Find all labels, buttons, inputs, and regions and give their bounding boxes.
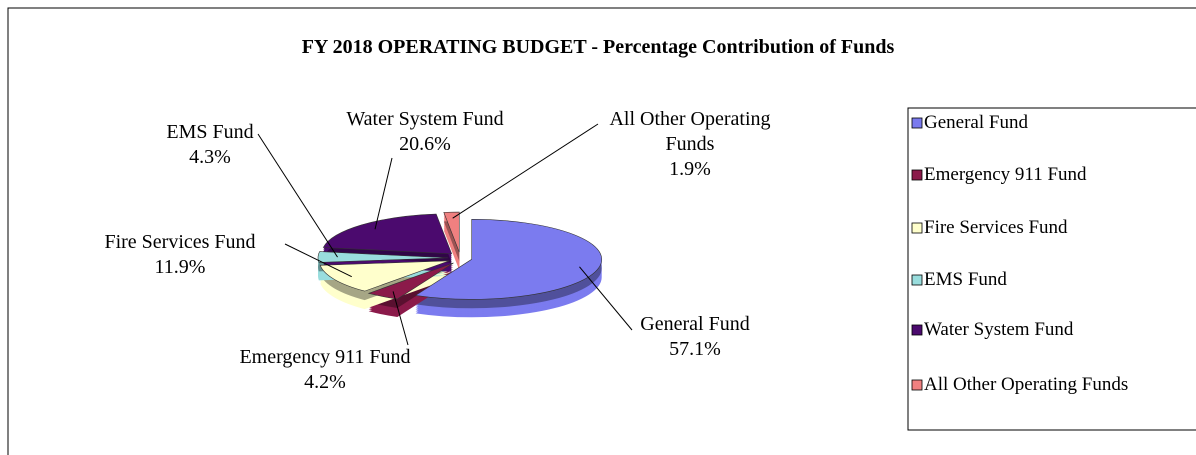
pie-slice (414, 219, 602, 300)
data-label: Fire Services Fund 11.9% (55, 230, 305, 280)
label-value: 4.3% (189, 146, 231, 168)
chart-title: FY 2018 OPERATING BUDGET - Percentage Co… (301, 36, 895, 58)
data-label: EMS Fund 4.3% (110, 120, 310, 170)
label-value: 57.1% (669, 338, 721, 360)
label-value: 4.2% (304, 371, 346, 393)
pie-slice (319, 260, 450, 292)
legend-swatch (911, 379, 923, 391)
pie-slice (367, 262, 454, 300)
leader-line (257, 133, 338, 258)
label-name: EMS Fund (166, 121, 254, 143)
label-name: All Other Operating Funds (609, 108, 771, 155)
label-name: Water System Fund (346, 108, 504, 130)
data-label: All Other Operating Funds 1.9% (590, 107, 790, 182)
legend-swatch (911, 222, 923, 234)
label-name: Fire Services Fund (104, 231, 256, 253)
leader-line (579, 266, 633, 331)
label-value: 1.9% (669, 158, 711, 180)
legend-label: Fire Services Fund (924, 217, 1068, 238)
data-label: General Fund 57.1% (600, 312, 790, 362)
legend-label: Emergency 911 Fund (924, 164, 1087, 185)
pie-slice (322, 213, 453, 255)
legend-swatch (911, 117, 923, 129)
legend-label: General Fund (924, 112, 1028, 133)
pie-slice (317, 251, 449, 263)
leader-line (374, 157, 393, 230)
label-value: 20.6% (399, 133, 451, 155)
pie-slice (443, 211, 460, 253)
leader-line (284, 243, 352, 278)
data-label: Emergency 911 Fund 4.2% (200, 345, 450, 395)
label-name: General Fund (640, 313, 750, 335)
legend-swatch (911, 169, 923, 181)
label-name: Emergency 911 Fund (239, 346, 411, 368)
legend-label: Water System Fund (924, 319, 1074, 340)
leader-line (392, 291, 409, 346)
label-value: 11.9% (154, 256, 206, 278)
data-label: Water System Fund 20.6% (290, 107, 560, 157)
legend-swatch (911, 274, 923, 286)
legend-label: EMS Fund (924, 269, 1007, 290)
chart-frame (7, 7, 1196, 455)
legend-label: All Other Operating Funds (924, 374, 1129, 395)
legend-swatch (911, 324, 923, 336)
leader-line (452, 123, 599, 219)
legend-box (907, 107, 1196, 431)
